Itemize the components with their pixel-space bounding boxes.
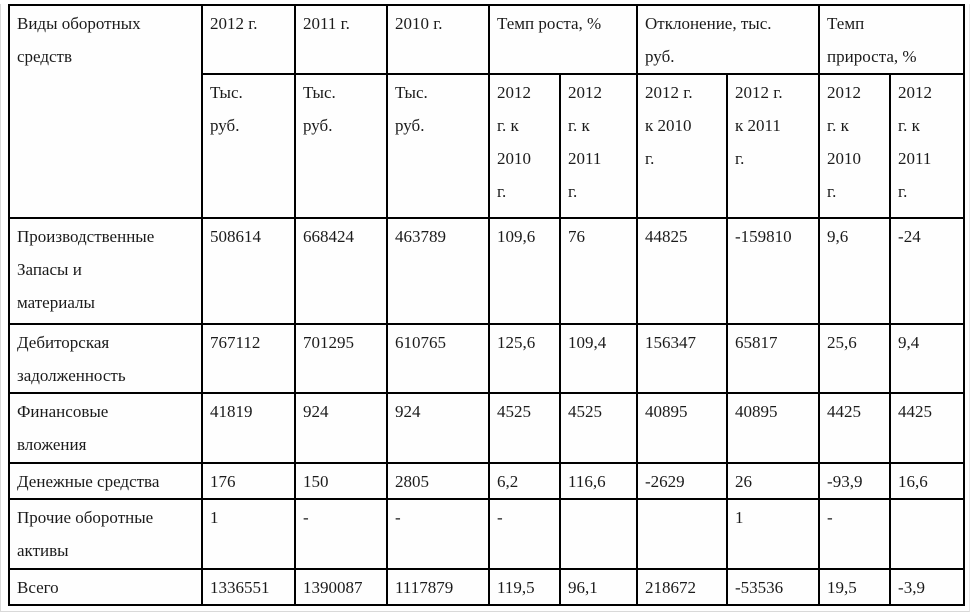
- cell: [889, 498, 966, 570]
- cell: 9,4: [889, 323, 966, 394]
- header-growth-2012-2011: 2012 г. к 2011 г.: [558, 73, 639, 219]
- header-group-deviation: Отклонение, тыс. руб.: [636, 4, 821, 75]
- cell: 4525: [488, 392, 561, 464]
- header-year-2010: 2010 г.: [386, 4, 490, 75]
- table-row-inventories: Производственные Запасы и материалы 5086…: [8, 217, 966, 325]
- cell: 218672: [636, 568, 729, 606]
- cell: 4425: [818, 392, 892, 464]
- cell: 1: [726, 498, 821, 570]
- table-row-total: Всего 1336551 1390087 1117879 119,5 96,1…: [8, 568, 966, 606]
- row-label: Прочие оборотные активы: [8, 498, 203, 570]
- header-unit-2011: Тыс. руб.: [294, 73, 388, 219]
- cell: 2805: [386, 462, 490, 500]
- cell: [558, 498, 639, 570]
- cell: -24: [889, 217, 966, 325]
- cell: 65817: [726, 323, 821, 394]
- header-corner: Виды оборотных средств: [8, 4, 203, 219]
- table-row-receivables: Дебиторская задолженность 767112 701295 …: [8, 323, 966, 394]
- cell: -2629: [636, 462, 729, 500]
- cell: -53536: [726, 568, 821, 606]
- cell: 25,6: [818, 323, 892, 394]
- cell: 16,6: [889, 462, 966, 500]
- cell: 668424: [294, 217, 388, 325]
- header-group-increment-rate: Темп прироста, %: [818, 4, 966, 75]
- cell: 176: [201, 462, 296, 500]
- row-label: Финансовые вложения: [8, 392, 203, 464]
- header-unit-2012: Тыс. руб.: [201, 73, 296, 219]
- header-year-2012: 2012 г.: [201, 4, 296, 75]
- cell: 1390087: [294, 568, 388, 606]
- row-label: Производственные Запасы и материалы: [8, 217, 203, 325]
- cell: 150: [294, 462, 388, 500]
- cell: 924: [386, 392, 490, 464]
- table-row-cash: Денежные средства 176 150 2805 6,2 116,6…: [8, 462, 966, 500]
- header-unit-2010: Тыс. руб.: [386, 73, 490, 219]
- cell: -3,9: [889, 568, 966, 606]
- cell: 116,6: [558, 462, 639, 500]
- cell: 26: [726, 462, 821, 500]
- cell: 1117879: [386, 568, 490, 606]
- cell: 19,5: [818, 568, 892, 606]
- cell: 508614: [201, 217, 296, 325]
- row-label: Денежные средства: [8, 462, 203, 500]
- cell: 6,2: [488, 462, 561, 500]
- cell: 41819: [201, 392, 296, 464]
- cell: -159810: [726, 217, 821, 325]
- cell: 109,4: [558, 323, 639, 394]
- cell: 9,6: [818, 217, 892, 325]
- header-increment-2012-2011: 2012 г. к 2011 г.: [889, 73, 966, 219]
- cell: 109,6: [488, 217, 561, 325]
- cell: 4425: [889, 392, 966, 464]
- header-year-2011: 2011 г.: [294, 4, 388, 75]
- header-increment-2012-2010: 2012 г. к 2010 г.: [818, 73, 892, 219]
- table-row-other-current-assets: Прочие оборотные активы 1 - - - 1 -: [8, 498, 966, 570]
- cell: 1336551: [201, 568, 296, 606]
- header-group-growth-rate: Темп роста, %: [487, 4, 639, 75]
- cell: 1: [201, 498, 296, 570]
- cell: 119,5: [488, 568, 561, 606]
- header-deviation-2012-2010: 2012 г. к 2010 г.: [636, 73, 729, 219]
- cell: 76: [558, 217, 639, 325]
- cell: 701295: [294, 323, 388, 394]
- header-row-groups: Виды оборотных средств 2012 г. 2011 г. 2…: [8, 4, 966, 219]
- cell: 924: [294, 392, 388, 464]
- row-label: Всего: [8, 568, 203, 606]
- header-growth-2012-2010: 2012 г. к 2010 г.: [488, 73, 561, 219]
- cell: 610765: [386, 323, 490, 394]
- header-deviation-2012-2011: 2012 г. к 2011 г.: [726, 73, 821, 219]
- cell: [636, 498, 729, 570]
- cell: 44825: [636, 217, 729, 325]
- cell: -93,9: [818, 462, 892, 500]
- document-page: Виды оборотных средств 2012 г. 2011 г. 2…: [0, 4, 970, 612]
- header-row-subcolumns: Тыс. руб. Тыс. руб. Тыс. руб. 2012 г. к …: [9, 73, 966, 219]
- table-row-financial-investments: Финансовые вложения 41819 924 924 4525 4…: [8, 392, 966, 464]
- cell: 125,6: [488, 323, 561, 394]
- cell: 40895: [726, 392, 821, 464]
- cell: -: [294, 498, 388, 570]
- cell: 156347: [636, 323, 729, 394]
- cell: -: [818, 498, 892, 570]
- cell: 40895: [636, 392, 729, 464]
- row-label: Дебиторская задолженность: [8, 323, 203, 394]
- working-capital-table: Виды оборотных средств 2012 г. 2011 г. 2…: [8, 4, 966, 606]
- cell: 4525: [558, 392, 639, 464]
- cell: 96,1: [558, 568, 639, 606]
- cell: 767112: [201, 323, 296, 394]
- cell: -: [386, 498, 490, 570]
- cell: 463789: [386, 217, 490, 325]
- cell: -: [488, 498, 561, 570]
